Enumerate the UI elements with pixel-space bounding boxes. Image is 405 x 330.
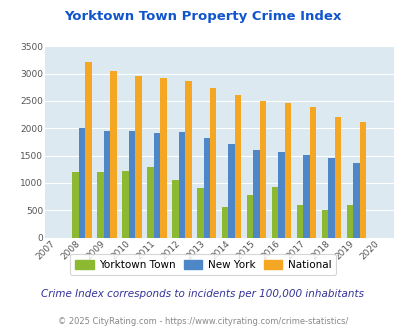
Bar <box>259 101 266 238</box>
Bar <box>203 138 209 238</box>
Bar <box>271 187 278 238</box>
Bar <box>160 79 166 238</box>
Bar <box>135 76 141 238</box>
Bar <box>228 144 234 238</box>
Bar <box>278 152 284 238</box>
Bar <box>209 88 216 238</box>
Bar <box>321 210 327 238</box>
Bar <box>128 131 135 238</box>
Bar <box>72 172 79 238</box>
Bar <box>303 155 309 238</box>
Bar <box>234 95 241 238</box>
Bar <box>309 108 315 238</box>
Bar <box>153 133 160 238</box>
Bar <box>97 172 104 238</box>
Bar <box>147 167 153 238</box>
Bar <box>178 132 185 238</box>
Bar <box>284 103 291 238</box>
Legend: Yorktown Town, New York, National: Yorktown Town, New York, National <box>69 254 336 275</box>
Bar <box>79 128 85 238</box>
Bar <box>104 131 110 238</box>
Text: Crime Index corresponds to incidents per 100,000 inhabitants: Crime Index corresponds to incidents per… <box>41 289 364 299</box>
Bar <box>334 117 340 238</box>
Bar <box>346 205 352 238</box>
Bar <box>352 163 359 238</box>
Bar <box>359 122 365 238</box>
Bar <box>122 171 128 238</box>
Bar <box>222 207 228 238</box>
Bar <box>196 188 203 238</box>
Bar <box>327 158 334 238</box>
Text: © 2025 CityRating.com - https://www.cityrating.com/crime-statistics/: © 2025 CityRating.com - https://www.city… <box>58 317 347 326</box>
Bar <box>110 71 117 238</box>
Bar <box>296 205 303 238</box>
Bar <box>172 180 178 238</box>
Text: Yorktown Town Property Crime Index: Yorktown Town Property Crime Index <box>64 10 341 23</box>
Bar <box>185 81 191 238</box>
Bar <box>246 195 253 238</box>
Bar <box>85 62 92 238</box>
Bar <box>253 150 259 238</box>
